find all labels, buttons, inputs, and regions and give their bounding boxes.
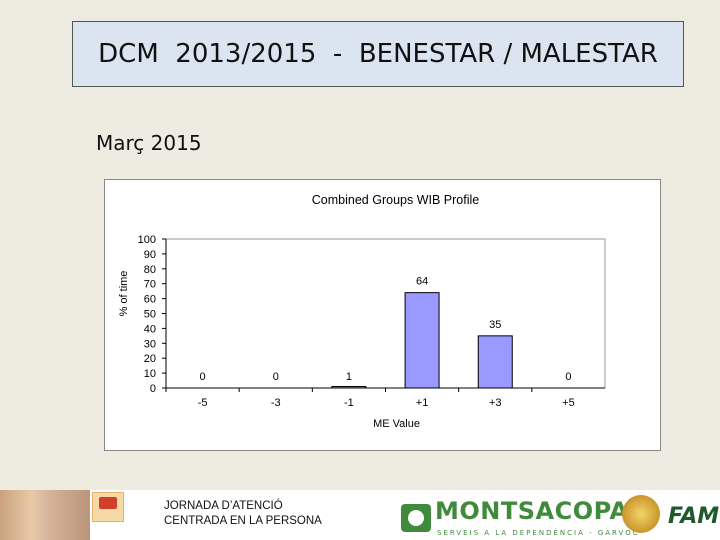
x-tick-label: -5 [198, 397, 208, 409]
y-axis-label: % of time [118, 271, 130, 317]
data-label: 0 [273, 371, 279, 383]
y-tick-label: 100 [138, 234, 156, 246]
right-logo: FAM [668, 504, 720, 529]
montsacopa-leaf-icon [401, 504, 431, 532]
y-tick-label: 80 [144, 264, 156, 276]
montsacopa-tagline: SERVEIS A LA DEPENDÈNCIA - GARVOC [437, 529, 640, 537]
y-tick-label: 50 [144, 309, 156, 321]
x-tick-label: -1 [344, 397, 354, 409]
y-tick-label: 90 [144, 249, 156, 261]
quality-seal-icon [622, 495, 660, 533]
x-tick-label: +5 [562, 397, 575, 409]
y-tick-label: 60 [144, 294, 156, 306]
data-label: 0 [200, 371, 206, 383]
y-tick-label: 30 [144, 338, 156, 350]
data-label: 0 [565, 371, 571, 383]
bar [404, 292, 440, 389]
asda-logo [92, 492, 124, 522]
elderly-care-photo [0, 490, 90, 540]
footer-bar: JORNADA D’ATENCIÓ CENTRADA EN LA PERSONA… [0, 490, 720, 540]
x-tick-label: +3 [489, 397, 502, 409]
y-tick-label: 0 [150, 383, 156, 395]
slide-title-box: DCM 2013/2015 - BENESTAR / MALESTAR [72, 21, 684, 87]
chart-frame: Combined Groups WIB Profile % of time ME V… [104, 179, 661, 451]
wib-profile-chart: Combined Groups WIB Profile % of time ME V… [118, 193, 606, 430]
y-tick-label: 10 [144, 368, 156, 380]
data-label: 64 [416, 276, 428, 288]
x-axis-label: ME Value [373, 418, 420, 430]
y-tick-label: 40 [144, 323, 156, 335]
montsacopa-name: MONTSACOPA [435, 497, 629, 525]
x-tick-label: +1 [416, 397, 429, 409]
event-text: JORNADA D’ATENCIÓ CENTRADA EN LA PERSONA [164, 500, 322, 527]
bar [331, 386, 367, 389]
x-tick-label: -3 [271, 397, 281, 409]
slide-subtitle: Març 2015 [96, 131, 202, 155]
y-tick-label: 70 [144, 279, 156, 291]
data-label: 35 [489, 319, 501, 331]
bar [477, 335, 513, 389]
y-tick-label: 20 [144, 353, 156, 365]
slide-title: DCM 2013/2015 - BENESTAR / MALESTAR [98, 39, 658, 69]
chart-title: Combined Groups WIB Profile [312, 193, 479, 207]
data-label: 1 [346, 371, 352, 383]
plot-area-border [165, 238, 606, 389]
montsacopa-logo: MONTSACOPA SERVEIS A LA DEPENDÈNCIA - GA… [399, 497, 638, 540]
